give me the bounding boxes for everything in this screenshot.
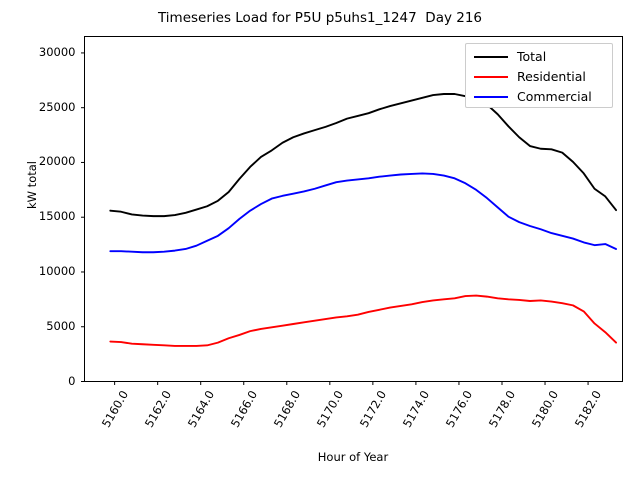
chart-legend: Total Residential Commercial [465,43,613,108]
tick-marks [81,52,589,385]
series-line-total [109,93,617,218]
legend-swatch-residential [474,76,508,78]
y-tick-label: 20000 [38,154,76,169]
chart-title: Timeseries Load for P5U p5uhs1_1247 Day … [157,10,483,26]
legend-label-commercial: Commercial [517,88,592,104]
series-line-commercial [109,172,617,254]
y-tick-label: 5000 [46,318,76,333]
y-tick-label: 0 [68,373,76,388]
y-tick-label: 15000 [38,209,76,224]
legend-label-total: Total [517,48,547,64]
axes-border [84,36,623,382]
legend-item-residential: Residential [474,67,586,87]
y-axis-label: kW total [25,161,39,209]
y-tick-label: 10000 [38,263,76,278]
x-axis-label: Hour of Year [317,450,389,464]
legend-swatch-total [474,56,508,58]
axes-frame [84,36,623,382]
legend-swatch-commercial [474,96,508,98]
data-lines [109,93,617,347]
legend-item-total: Total [474,47,546,67]
y-tick-label: 30000 [38,44,76,59]
y-tick-label: 25000 [38,99,76,114]
series-line-residential [109,294,617,347]
legend-label-residential: Residential [517,68,586,84]
legend-item-commercial: Commercial [474,87,592,107]
